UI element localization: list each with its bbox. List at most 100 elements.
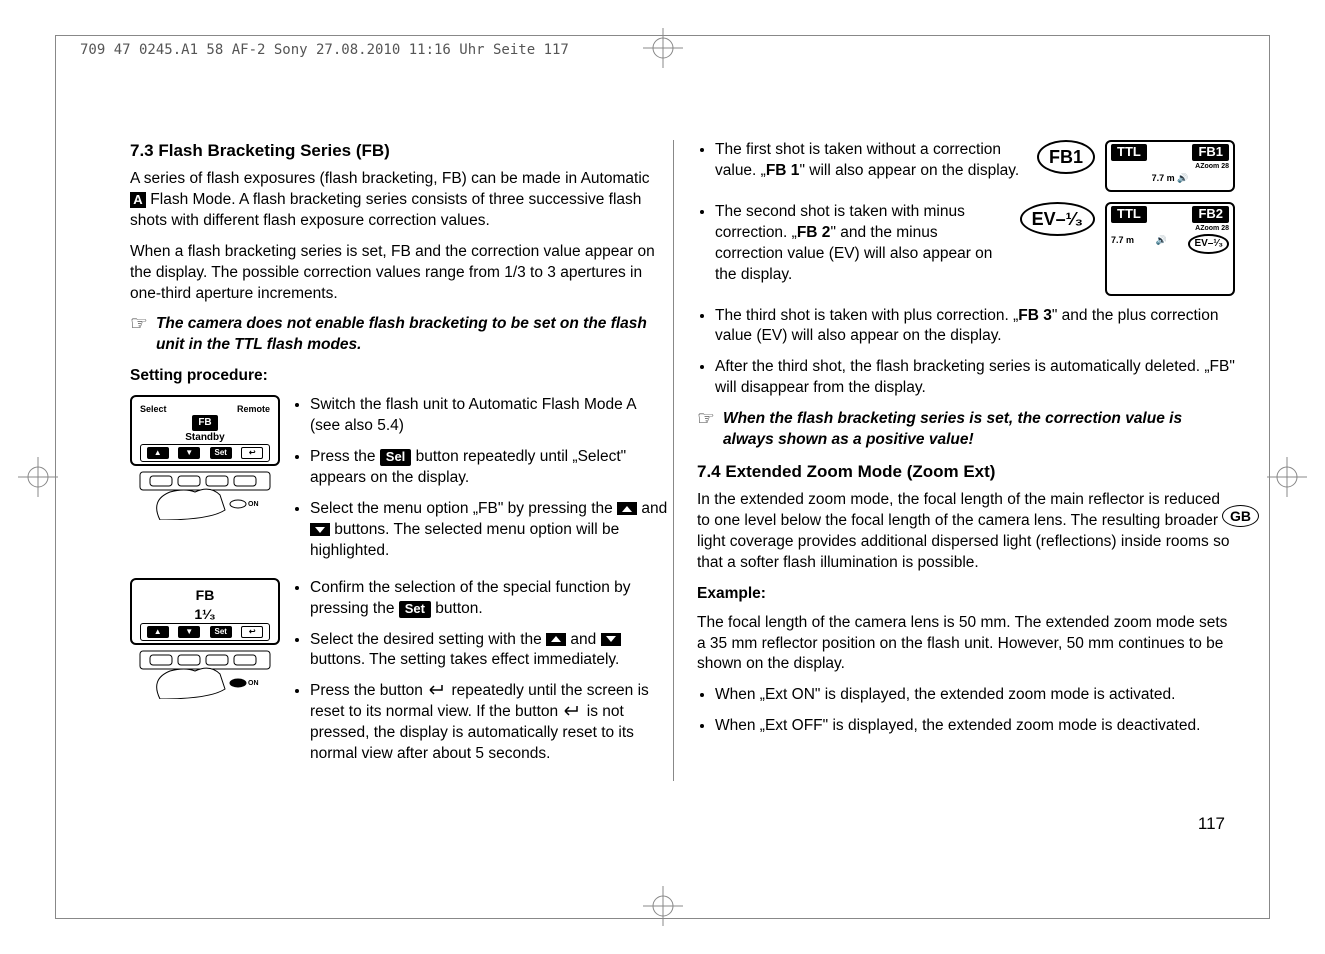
down-icon	[601, 633, 621, 646]
note-positive: ☞ When the flash bracketing series is se…	[697, 409, 1235, 451]
step: Select the menu option „FB" by pressing …	[310, 499, 668, 562]
fb: FB1	[1192, 144, 1229, 161]
down-btn-icon: ▼	[178, 626, 200, 638]
return-btn-icon: ↩	[241, 447, 263, 459]
down-icon	[310, 523, 330, 536]
bullet-after: After the third shot, the flash bracketi…	[715, 357, 1235, 399]
azoom: AZoom 28	[1111, 162, 1229, 171]
text: buttons. The selected menu option will b…	[310, 521, 619, 559]
procedure-block-2: FB 1¹⁄₃ ▲ ▼ Set ↩ ON	[130, 578, 668, 775]
bold: FB 1	[766, 162, 800, 179]
crop-mark-left	[18, 457, 58, 497]
ttl: TTL	[1111, 206, 1147, 223]
text: and	[637, 500, 667, 517]
ttl: TTL	[1111, 144, 1147, 161]
text: Select the menu option „FB" by pressing …	[310, 500, 617, 517]
step: Press the Sel button repeatedly until „S…	[310, 447, 668, 489]
note-text: When the flash bracketing series is set,…	[723, 409, 1235, 451]
fb: FB2	[1192, 206, 1229, 223]
crop-mark-bottom	[643, 886, 683, 926]
set-button-icon: Set	[399, 601, 431, 618]
text: Flash Mode. A flash bracketing series co…	[130, 191, 641, 229]
content-columns: 7.3 Flash Bracketing Series (FB) A serie…	[130, 140, 1235, 781]
oval-fb1: FB1	[1037, 140, 1095, 174]
oval-ev: EV–¹⁄₃	[1020, 202, 1095, 236]
dist-row: 7.7 m 🔊	[1111, 172, 1229, 184]
section-heading-zoom: 7.4 Extended Zoom Mode (Zoom Ext)	[697, 461, 1235, 484]
svg-text:ON: ON	[248, 680, 259, 687]
step: Switch the flash unit to Automatic Flash…	[310, 395, 668, 437]
ext-bullets: When „Ext ON" is displayed, the extended…	[697, 685, 1235, 737]
pointer-icon: ☞	[697, 409, 715, 451]
text: Press the button	[310, 682, 427, 699]
lcd-frac: 1¹⁄₃	[140, 605, 270, 624]
shot2-row: The second shot is taken with minus corr…	[697, 202, 1235, 296]
example-label: Example:	[697, 584, 1235, 605]
bullet-shot2: The second shot is taken with minus corr…	[715, 202, 1010, 286]
pdf-header: 709 47 0245.A1 58 AF-2 Sony 27.08.2010 1…	[80, 42, 569, 58]
down-btn-icon: ▼	[178, 447, 200, 459]
section-heading-fb: 7.3 Flash Bracketing Series (FB)	[130, 140, 668, 163]
set-btn-icon: Set	[210, 447, 232, 459]
step: Press the button repeatedly until the sc…	[310, 681, 668, 765]
up-icon	[617, 502, 637, 515]
steps-2: Confirm the selection of the special fun…	[292, 578, 668, 775]
lcd-diagram-1: Select Remote FB Standby ▲ ▼ Set ↩	[130, 395, 280, 571]
note-camera: ☞ The camera does not enable flash brack…	[130, 314, 668, 356]
crop-mark-top	[643, 28, 683, 68]
mini-lcd-2: TTL FB2 AZoom 28 7.7 m 🔊 EV–¹⁄₃	[1105, 202, 1235, 296]
return-icon	[427, 682, 447, 699]
text: and	[566, 631, 600, 648]
page-number: 117	[1198, 814, 1225, 834]
bold: FB 3	[1018, 307, 1052, 324]
up-btn-icon: ▲	[147, 626, 169, 638]
lcd-fb: FB	[192, 415, 217, 431]
lcd-select: Select	[140, 403, 167, 415]
mini-lcd-1: TTL FB1 AZoom 28 7.7 m 🔊	[1105, 140, 1235, 192]
up-btn-icon: ▲	[147, 447, 169, 459]
azoom: AZoom 28	[1111, 224, 1229, 233]
para-intro: A series of flash exposures (flash brack…	[130, 169, 668, 232]
left-column: 7.3 Flash Bracketing Series (FB) A serie…	[130, 140, 674, 781]
setting-procedure-label: Setting procedure:	[130, 366, 668, 387]
bullet-ext-off: When „Ext OFF" is displayed, the extende…	[715, 716, 1235, 737]
text: button.	[431, 600, 483, 617]
para-example: The focal length of the camera lens is 5…	[697, 613, 1235, 676]
text: " will also appear on the display.	[799, 162, 1019, 179]
shot1-row: The first shot is taken without a correc…	[697, 140, 1235, 192]
dist-row: 7.7 m 🔊 EV–¹⁄₃	[1111, 234, 1229, 254]
hand-illustration: ON	[130, 649, 280, 699]
lcd-diagram-2: FB 1¹⁄₃ ▲ ▼ Set ↩ ON	[130, 578, 280, 775]
up-icon	[546, 633, 566, 646]
hand-illustration: ON	[130, 470, 280, 520]
note-text: The camera does not enable flash bracket…	[156, 314, 668, 356]
bold: FB 2	[797, 224, 831, 241]
lcd-remote: Remote	[237, 403, 270, 415]
para-correction: When a flash bracketing series is set, F…	[130, 242, 668, 305]
bullet-shot3: The third shot is taken with plus correc…	[715, 306, 1235, 348]
set-btn-icon: Set	[210, 626, 232, 638]
text: buttons. The setting takes effect immedi…	[310, 651, 619, 668]
lcd-standby: Standby	[140, 431, 270, 445]
bullets-remaining: The third shot is taken with plus correc…	[697, 306, 1235, 400]
text: A series of flash exposures (flash brack…	[130, 170, 650, 187]
text: Press the	[310, 448, 380, 465]
dist: 7.7 m	[1111, 234, 1134, 254]
bullet-shot1: The first shot is taken without a correc…	[715, 140, 1027, 182]
procedure-block-1: Select Remote FB Standby ▲ ▼ Set ↩	[130, 395, 668, 571]
mode-a-icon: A	[130, 192, 146, 208]
text: The third shot is taken with plus correc…	[715, 307, 1018, 324]
step: Confirm the selection of the special fun…	[310, 578, 668, 620]
text: Select the desired setting with the	[310, 631, 546, 648]
dist: 7.7 m	[1152, 173, 1175, 183]
steps-1: Switch the flash unit to Automatic Flash…	[292, 395, 668, 571]
lcd-fb-big: FB	[140, 586, 270, 605]
return-icon	[562, 703, 582, 720]
svg-text:ON: ON	[248, 501, 259, 508]
crop-mark-right	[1267, 457, 1307, 497]
bullet-ext-on: When „Ext ON" is displayed, the extended…	[715, 685, 1235, 706]
right-column: The first shot is taken without a correc…	[692, 140, 1235, 781]
pointer-icon: ☞	[130, 314, 148, 356]
para-zoom-intro: In the extended zoom mode, the focal len…	[697, 490, 1235, 574]
step: Select the desired setting with the and …	[310, 630, 668, 672]
